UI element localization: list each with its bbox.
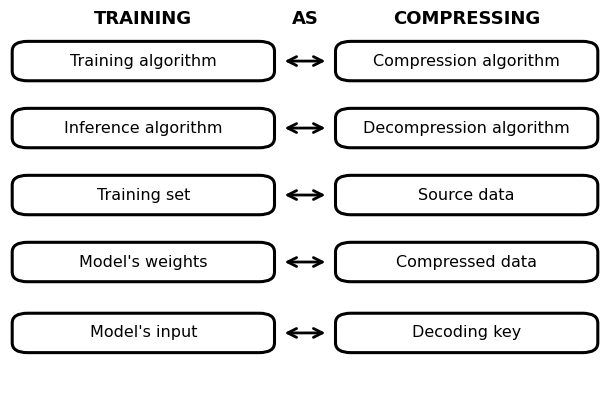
FancyBboxPatch shape: [336, 242, 598, 282]
FancyBboxPatch shape: [336, 313, 598, 353]
FancyBboxPatch shape: [12, 175, 274, 215]
FancyBboxPatch shape: [336, 108, 598, 148]
FancyBboxPatch shape: [12, 108, 274, 148]
Text: COMPRESSING: COMPRESSING: [393, 10, 540, 28]
FancyBboxPatch shape: [12, 242, 274, 282]
Text: Training algorithm: Training algorithm: [70, 54, 217, 69]
Text: Compressed data: Compressed data: [396, 255, 537, 269]
Text: Compression algorithm: Compression algorithm: [373, 54, 560, 69]
FancyBboxPatch shape: [12, 41, 274, 81]
Text: Model's weights: Model's weights: [79, 255, 207, 269]
FancyBboxPatch shape: [336, 41, 598, 81]
Text: Source data: Source data: [418, 188, 515, 203]
Text: TRAINING: TRAINING: [95, 10, 192, 28]
FancyBboxPatch shape: [12, 313, 274, 353]
Text: Decoding key: Decoding key: [412, 325, 522, 340]
Text: Model's input: Model's input: [90, 325, 197, 340]
FancyBboxPatch shape: [336, 175, 598, 215]
Text: Training set: Training set: [96, 188, 190, 203]
Text: AS: AS: [292, 10, 318, 28]
Text: Decompression algorithm: Decompression algorithm: [364, 121, 570, 136]
Text: Inference algorithm: Inference algorithm: [64, 121, 223, 136]
